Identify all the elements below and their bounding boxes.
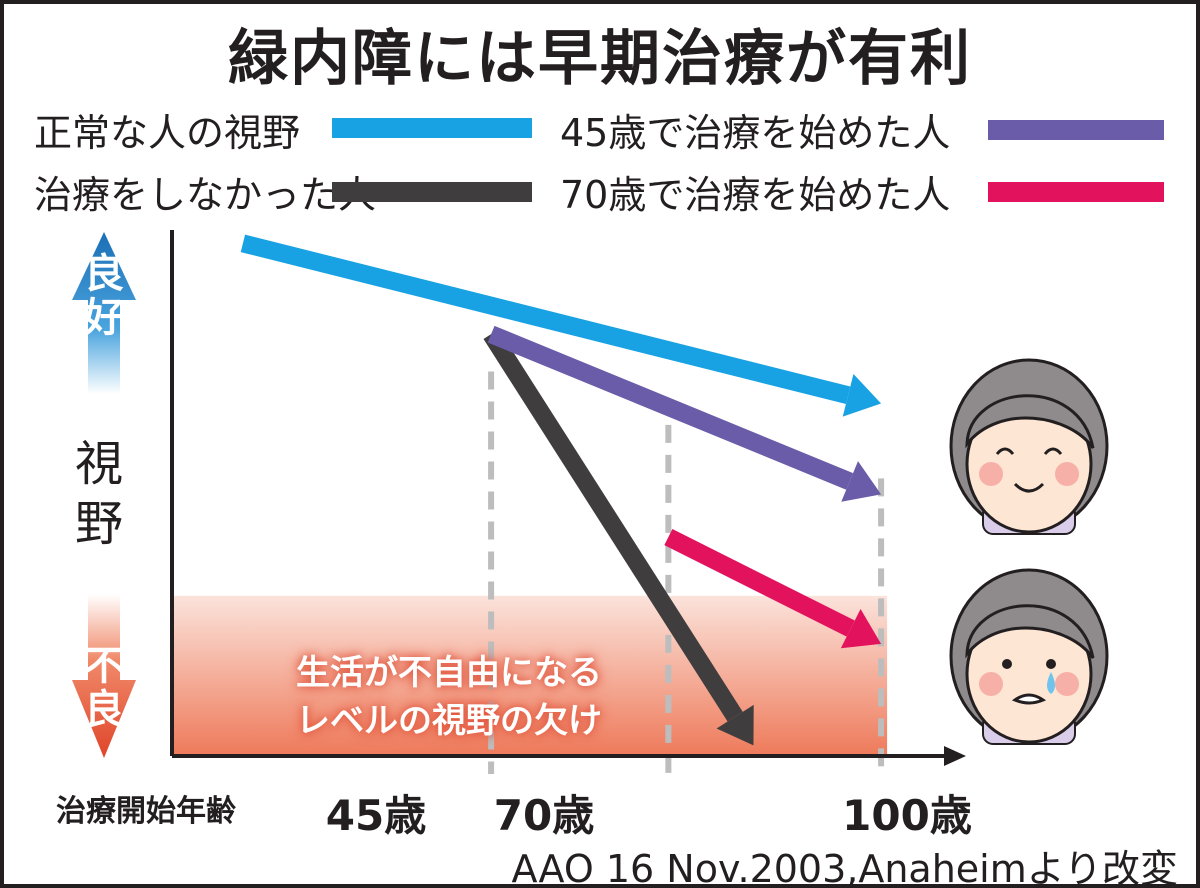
happy-face-icon: [949, 358, 1109, 535]
legend-label-normal: 正常な人の視野: [34, 111, 301, 155]
series-line-treated-70: [664, 529, 855, 637]
impaired-zone: [172, 595, 888, 756]
good-arrow-icon: [72, 232, 136, 394]
impaired-zone-label-line2: レベルの視野の欠け: [296, 701, 602, 741]
legend-swatch-normal: [332, 118, 532, 138]
series-arrowhead-normal: [842, 373, 882, 417]
series-line-untreated: [483, 329, 743, 722]
bad-arrow-icon: [72, 594, 136, 758]
series-group: [240, 234, 882, 746]
chart-plot: [72, 230, 1109, 774]
legend-swatch-treated-70: [988, 182, 1164, 202]
legend-swatch-untreated: [332, 182, 532, 202]
series-line-normal: [240, 234, 851, 405]
legend-label-treated-45: 45歳で治療を始めた人: [560, 111, 951, 155]
legend-label-treated-70: 70歳で治療を始めた人: [560, 173, 951, 217]
y-axis-label: 視野: [74, 436, 123, 552]
y-good-label: 良好: [84, 251, 124, 341]
y-bad-label: 不良: [84, 643, 124, 733]
x-axis-title: 治療開始年齢: [56, 794, 236, 829]
legend-label-untreated: 治療をしなかった人: [34, 173, 377, 217]
gridlines: [488, 371, 885, 774]
x-tick-100: 100歳: [842, 791, 972, 840]
sad-face-icon: [949, 568, 1109, 745]
legend-swatch-treated-45: [988, 120, 1164, 140]
impaired-zone-label: 生活が不自由になる レベルの視野の欠け: [294, 649, 604, 745]
source-note: AAO 16 Nov.2003,Anaheimより改変: [511, 847, 1178, 888]
x-axis-arrow-icon: [944, 746, 966, 766]
series-arrowhead-treated-45: [841, 461, 882, 502]
x-tick-70: 70歳: [493, 791, 595, 840]
impaired-zone-label-line1: 生活が不自由になる: [296, 653, 602, 693]
x-tick-45: 45歳: [325, 791, 427, 840]
series-arrowhead-untreated: [716, 704, 754, 746]
series-arrowhead-treated-70: [840, 608, 882, 649]
chart-title: 緑内障には早期治療が有利: [228, 24, 972, 94]
axes: [170, 230, 966, 766]
series-line-treated-45: [487, 325, 854, 490]
